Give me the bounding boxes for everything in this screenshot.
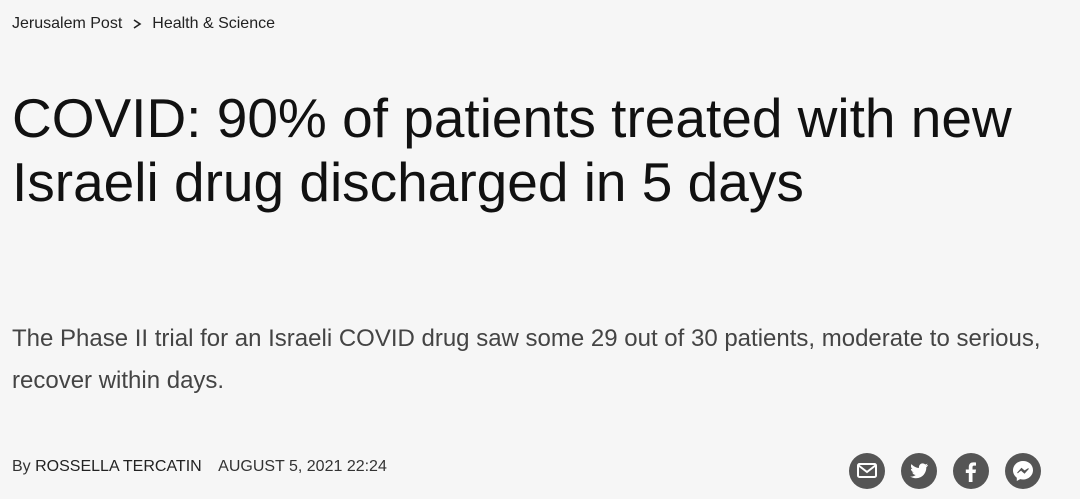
byline: By ROSSELLA TERCATIN AUGUST 5, 2021 22:2…	[12, 458, 387, 476]
breadcrumb-separator	[133, 19, 142, 29]
article-subtitle: The Phase II trial for an Israeli COVID …	[12, 325, 1041, 394]
share-messenger[interactable]	[1004, 452, 1042, 490]
share-facebook[interactable]	[952, 452, 990, 490]
share-buttons	[848, 452, 1042, 490]
share-twitter[interactable]	[900, 452, 938, 490]
publish-date: AUGUST 5, 2021 22:24	[218, 458, 387, 475]
byline-prefix: By	[12, 458, 31, 475]
breadcrumb: Jerusalem Post Health & Science	[12, 15, 275, 33]
article-title: COVID: 90% of patients treated with new …	[12, 87, 1012, 213]
breadcrumb-section[interactable]: Health & Science	[152, 15, 275, 32]
share-email[interactable]	[848, 452, 886, 490]
author-link[interactable]: ROSSELLA TERCATIN	[35, 458, 202, 475]
breadcrumb-site[interactable]: Jerusalem Post	[12, 15, 123, 32]
